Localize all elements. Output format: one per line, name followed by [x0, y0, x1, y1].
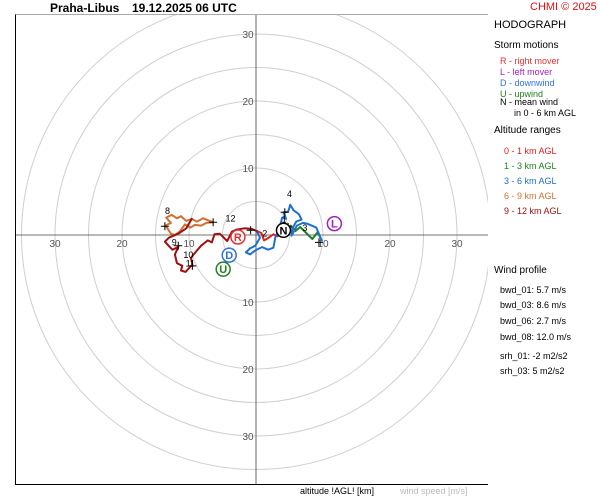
altitude-legend-item-0: 0 - 1 km AGL: [504, 146, 557, 156]
height-label-3: 4: [287, 189, 292, 199]
range-ring-35: [22, 15, 489, 470]
wind-profile-title: Wind profile: [494, 265, 547, 276]
tick-label-6: 30: [242, 30, 254, 41]
wind-profile-item-4: srh_01: -2 m2/s2: [500, 351, 568, 361]
copyright-label: CHMI © 2025: [530, 1, 597, 13]
height-label-2: 3: [302, 223, 307, 233]
height-label-1: 2: [262, 228, 267, 238]
tick-label-9: 10: [242, 298, 254, 309]
height-label-4: 8: [165, 206, 170, 216]
storm-legend-item-1: L - left mover: [500, 67, 552, 77]
wind-profile-item-0: bwd_01: 5.7 m/s: [500, 285, 566, 295]
storm-motion-label-2: D: [225, 250, 233, 262]
wind-profile-item-3: bwd_08: 12.0 m/s: [500, 332, 571, 342]
wind-profile-item-2: bwd_06: 2.7 m/s: [500, 316, 566, 326]
tick-label-11: 30: [242, 432, 254, 443]
storm-motion-u: U: [216, 262, 230, 276]
tick-label-5: 30: [451, 239, 463, 250]
storm-motion-label-0: R: [234, 232, 242, 244]
storm-motion-label-4: N: [279, 225, 287, 237]
storm-motion-label-1: L: [331, 219, 338, 231]
tick-label-4: 20: [384, 239, 396, 250]
wind-speed-axis-label: wind speed [m/s]: [400, 486, 468, 496]
tick-label-10: 20: [242, 365, 254, 376]
range-rings: [22, 15, 489, 470]
altitude-ranges-title: Altitude ranges: [494, 125, 561, 136]
storm-motion-label-3: U: [219, 264, 227, 276]
storm-legend-item-4: N - mean wind: [500, 97, 558, 107]
station-name: Praha-Libus: [50, 1, 119, 15]
altitude-legend-item-2: 3 - 6 km AGL: [504, 176, 557, 186]
tick-label-2: 10: [183, 239, 195, 250]
altitude-legend-item-3: 6 - 9 km AGL: [504, 191, 557, 201]
storm-motion-r: R: [231, 230, 245, 244]
wind-profile-item-5: srh_03: 5 m2/s2: [500, 366, 565, 376]
altitude-axis-label: altitude !AGL! [km]: [300, 486, 374, 496]
tick-label-0: 30: [49, 239, 61, 250]
axes: [16, 15, 488, 484]
storm-legend-item-0: R - right mover: [500, 56, 560, 66]
altitude-legend-item-4: 9 - 12 km AGL: [504, 206, 562, 216]
tick-label-7: 20: [242, 97, 254, 108]
tick-label-1: 20: [116, 239, 128, 250]
storm-motion-l: L: [327, 217, 341, 231]
height-label-5: 9: [172, 238, 177, 248]
observation-datetime: 19.12.2025 06 UTC: [132, 1, 237, 15]
storm-legend-item-2: D - downwind: [500, 78, 555, 88]
height-marker-1: [209, 218, 217, 226]
height-marker-5: [247, 226, 255, 234]
wind-profile-item-1: bwd_03: 8.6 m/s: [500, 300, 566, 310]
storm-legend-item-5: in 0 - 6 km AGL: [514, 108, 576, 118]
height-label-8: 12: [226, 214, 236, 224]
storm-motion-n: N: [276, 223, 290, 237]
tick-label-8: 10: [242, 164, 254, 175]
altitude-legend-item-1: 1 - 3 km AGL: [504, 161, 557, 171]
storm-motion-d: D: [222, 248, 236, 262]
storm-motions-title: Storm motions: [494, 40, 558, 51]
legend-title: HODOGRAPH: [494, 19, 566, 31]
height-label-7: 11: [186, 258, 195, 268]
